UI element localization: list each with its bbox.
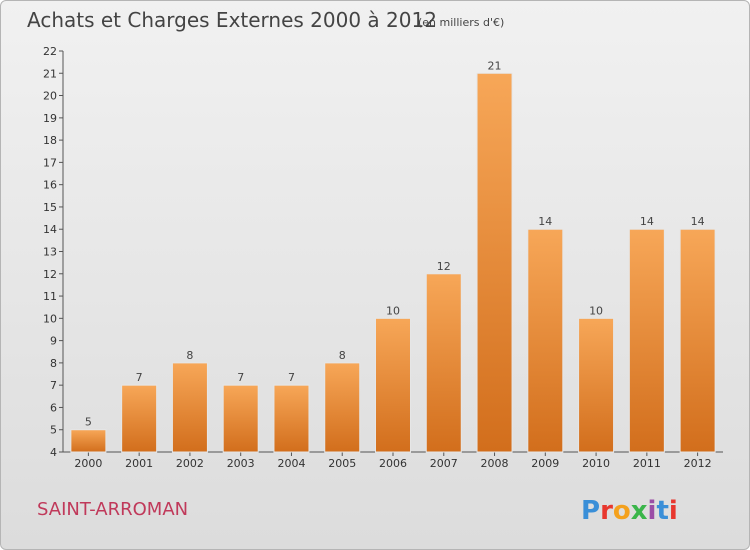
data-label-2012: 14 bbox=[691, 215, 705, 228]
y-tick-label: 15 bbox=[43, 201, 57, 214]
logo-letter: x bbox=[631, 496, 648, 526]
x-tick-label: 2006 bbox=[379, 457, 407, 470]
bar-2007 bbox=[425, 273, 462, 453]
y-tick-label: 6 bbox=[50, 401, 57, 414]
y-tick-label: 10 bbox=[43, 312, 57, 325]
y-tick-label: 22 bbox=[43, 45, 57, 58]
chart-title: Achats et Charges Externes 2000 à 2012 bbox=[27, 8, 437, 32]
x-tick-label: 2010 bbox=[582, 457, 610, 470]
data-label-2011: 14 bbox=[640, 215, 654, 228]
x-tick-label: 2002 bbox=[176, 457, 204, 470]
x-tick-label: 2009 bbox=[531, 457, 559, 470]
x-tick-label: 2001 bbox=[125, 457, 153, 470]
data-label-2007: 12 bbox=[437, 260, 451, 273]
data-label-2001: 7 bbox=[136, 371, 143, 384]
x-tick-label: 2008 bbox=[481, 457, 509, 470]
logo-letter: t bbox=[656, 496, 668, 526]
x-tick-label: 2000 bbox=[74, 457, 102, 470]
y-tick-label: 16 bbox=[43, 179, 57, 192]
bar-2005 bbox=[324, 362, 361, 453]
data-label-2003: 7 bbox=[237, 371, 244, 384]
x-tick-label: 2004 bbox=[277, 457, 305, 470]
bar-2008 bbox=[476, 72, 513, 453]
data-label-2008: 21 bbox=[488, 59, 502, 72]
data-label-2009: 14 bbox=[538, 215, 552, 228]
data-label-2006: 10 bbox=[386, 304, 400, 317]
y-tick-label: 4 bbox=[50, 446, 57, 459]
y-tick-label: 5 bbox=[50, 424, 57, 437]
y-tick-label: 17 bbox=[43, 156, 57, 169]
x-tick-label: 2012 bbox=[684, 457, 712, 470]
x-tick-label: 2011 bbox=[633, 457, 661, 470]
y-tick-label: 21 bbox=[43, 67, 57, 80]
data-label-2002: 8 bbox=[186, 349, 193, 362]
data-labels: 5 7 8 7 7 8 10 12 21 14 10 14 14 bbox=[85, 59, 705, 428]
data-label-2000: 5 bbox=[85, 416, 92, 429]
chart-unit: (en milliers d'€) bbox=[418, 16, 504, 29]
y-tick-label: 11 bbox=[43, 290, 57, 303]
logo-letter: i bbox=[669, 496, 678, 526]
y-tick-label: 14 bbox=[43, 223, 57, 236]
logo-letter: P bbox=[581, 496, 600, 526]
bar-2000 bbox=[70, 429, 107, 453]
commune-name: SAINT-ARROMAN bbox=[37, 499, 188, 520]
bar-2011 bbox=[628, 228, 665, 453]
logo-letter: r bbox=[600, 496, 613, 526]
bar-2001 bbox=[121, 384, 158, 453]
y-tick-label: 13 bbox=[43, 246, 57, 259]
bars bbox=[70, 72, 716, 453]
y-tick-label: 19 bbox=[43, 112, 57, 125]
axes: 4 5 6 7 8 9 10 11 12 13 14 15 16 17 18 19 20 21 22 2000 2001… bbox=[43, 45, 723, 470]
bar-2002 bbox=[171, 362, 208, 453]
x-tick-label: 2003 bbox=[227, 457, 255, 470]
x-tick-label: 2005 bbox=[328, 457, 356, 470]
y-tick-label: 12 bbox=[43, 268, 57, 281]
logo-letter: o bbox=[613, 496, 631, 526]
y-tick-label: 18 bbox=[43, 134, 57, 147]
x-tick-label: 2007 bbox=[430, 457, 458, 470]
bar-2004 bbox=[273, 384, 310, 453]
data-label-2010: 10 bbox=[589, 304, 603, 317]
bar-2003 bbox=[222, 384, 259, 453]
data-label-2005: 8 bbox=[339, 349, 346, 362]
data-label-2004: 7 bbox=[288, 371, 295, 384]
bar-2009 bbox=[527, 228, 564, 453]
logo-letter: i bbox=[648, 496, 657, 526]
bar-2012 bbox=[679, 228, 716, 453]
y-tick-label: 8 bbox=[50, 357, 57, 370]
y-tick-label: 7 bbox=[50, 379, 57, 392]
bar-2006 bbox=[375, 317, 411, 453]
y-tick-label: 9 bbox=[50, 335, 57, 348]
proxiti-logo: Proxiti bbox=[581, 496, 678, 526]
y-tick-label: 20 bbox=[43, 90, 57, 103]
bar-2010 bbox=[578, 317, 615, 453]
